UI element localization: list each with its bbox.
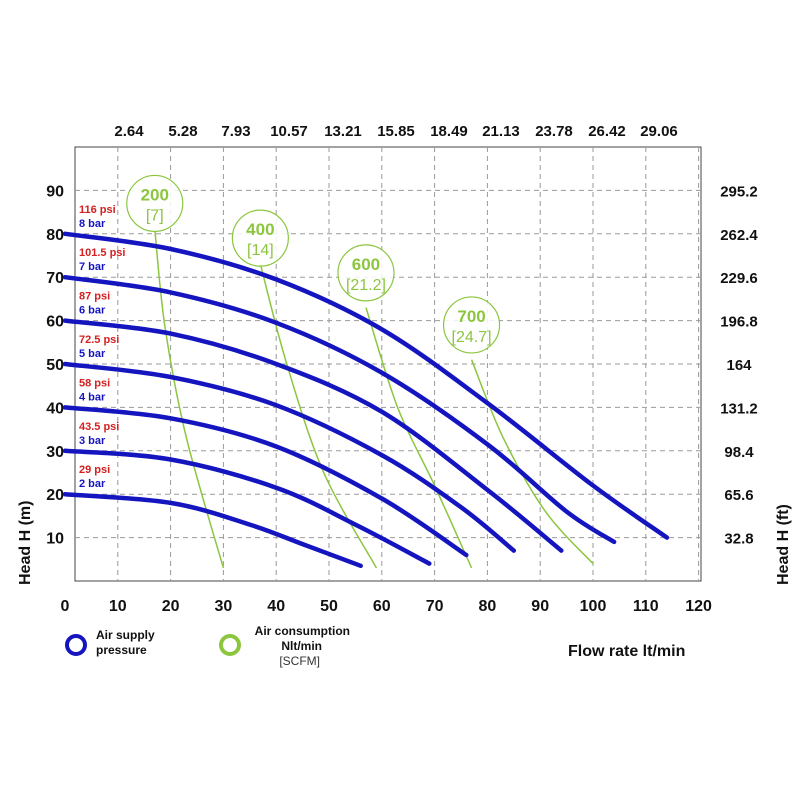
pressure-curve bbox=[62, 361, 517, 553]
x-tick-label: 60 bbox=[373, 598, 391, 615]
air-consumption-value: 700 bbox=[457, 307, 485, 326]
air-consumption-scfm: [21.2] bbox=[346, 277, 386, 294]
x-tick-label: 70 bbox=[426, 598, 444, 615]
right-tick-label: 295.2 bbox=[720, 183, 758, 200]
pressure-bar-label: 7 bar bbox=[79, 261, 106, 273]
air-consumption-scfm: [24.7] bbox=[452, 329, 492, 346]
pressure-psi-label: 116 psi bbox=[79, 204, 116, 216]
top-tick-label: 5.28 bbox=[168, 123, 197, 140]
pressure-curve-labels: 116 psi 8 bar 101.5 psi 7 bar 87 psi 6 bar 72.… bbox=[79, 204, 125, 490]
y-tick-label: 10 bbox=[46, 531, 64, 548]
y-axis-right-label: Head H (ft) bbox=[775, 504, 792, 585]
pressure-psi-label: 43.5 psi bbox=[79, 421, 119, 433]
right-tick-label: 98.4 bbox=[724, 444, 754, 461]
pressure-curves bbox=[62, 231, 670, 569]
top-tick-label: 18.49 bbox=[430, 123, 468, 140]
y-tick-label: 70 bbox=[46, 270, 64, 287]
y-axis-ticks: 10 20 30 40 50 60 70 80 90 bbox=[46, 183, 64, 547]
top-tick-label: 26.42 bbox=[588, 123, 626, 140]
x-tick-label: 120 bbox=[685, 598, 712, 615]
x-tick-label: 80 bbox=[479, 598, 497, 615]
y-tick-label: 90 bbox=[46, 183, 64, 200]
x-tick-label: 40 bbox=[267, 598, 285, 615]
pressure-psi-label: 87 psi bbox=[79, 291, 110, 303]
pressure-psi-label: 29 psi bbox=[79, 464, 110, 476]
x-tick-label: 10 bbox=[109, 598, 127, 615]
pressure-bar-label: 3 bar bbox=[79, 435, 106, 447]
y-tick-label: 30 bbox=[46, 444, 64, 461]
top-tick-label: 29.06 bbox=[640, 123, 678, 140]
y-tick-label: 40 bbox=[46, 400, 64, 417]
pressure-bar-label: 8 bar bbox=[79, 218, 106, 230]
air-consumption-value: 400 bbox=[246, 220, 274, 239]
air-consumption-value: 200 bbox=[141, 185, 169, 204]
x-tick-label: 110 bbox=[633, 598, 659, 615]
x-tick-label: 0 bbox=[61, 598, 70, 615]
pressure-curve bbox=[62, 274, 617, 545]
pressure-curve bbox=[62, 318, 564, 553]
y-tick-label: 80 bbox=[46, 227, 64, 244]
y-tick-label: 20 bbox=[46, 487, 64, 504]
right-tick-label: 229.6 bbox=[720, 270, 758, 287]
x-tick-label: 30 bbox=[215, 598, 233, 615]
x-tick-label: 50 bbox=[320, 598, 338, 615]
right-tick-label: 32.8 bbox=[724, 531, 753, 548]
legend-consumption-label-1: Air consumption bbox=[254, 624, 350, 638]
air-consumption-bubble bbox=[442, 296, 501, 354]
air-consumption-scfm: [7] bbox=[146, 207, 164, 224]
air-consumption-bubble bbox=[337, 244, 395, 302]
top-axis-ticks: 2.64 5.28 7.93 10.57 13.21 15.85 18.49 21.13 23.… bbox=[114, 123, 677, 140]
legend-supply-ring-icon bbox=[65, 634, 87, 656]
air-consumption-value: 600 bbox=[352, 255, 380, 274]
air-consumption-labels: 200 [7] 400 [14] 600 [21.2] 700 [24.7] bbox=[126, 174, 501, 354]
pressure-bar-label: 5 bar bbox=[79, 348, 106, 360]
pressure-psi-label: 58 psi bbox=[79, 377, 110, 389]
top-tick-label: 23.78 bbox=[535, 123, 573, 140]
x-axis-ticks: 0 10 20 30 40 50 60 70 80 90 100 110 120 bbox=[61, 598, 712, 615]
top-tick-label: 10.57 bbox=[270, 123, 308, 140]
pressure-psi-label: 72.5 psi bbox=[79, 334, 119, 346]
air-consumption-bubble bbox=[231, 209, 289, 267]
pressure-curve bbox=[62, 448, 432, 566]
plot-area bbox=[74, 146, 702, 582]
right-tick-label: 65.6 bbox=[724, 487, 753, 504]
top-tick-label: 13.21 bbox=[324, 123, 362, 140]
air-consumption-scfm: [14] bbox=[247, 242, 274, 259]
right-tick-label: 164 bbox=[726, 357, 752, 374]
right-axis-ticks: 32.8 65.6 98.4 131.2 164 196.8 229.6 262.4 295.2 bbox=[720, 183, 758, 547]
legend-consumption-label-3: [SCFM] bbox=[279, 654, 320, 668]
pressure-curve bbox=[62, 405, 469, 558]
y-tick-label: 50 bbox=[46, 357, 64, 374]
top-tick-label: 15.85 bbox=[377, 123, 415, 140]
y-tick-label: 60 bbox=[46, 314, 64, 331]
pressure-curve bbox=[62, 491, 363, 569]
pressure-bar-label: 6 bar bbox=[79, 305, 106, 317]
x-tick-label: 100 bbox=[580, 598, 607, 615]
air-consumption-bubble bbox=[126, 174, 184, 233]
top-tick-label: 2.64 bbox=[114, 123, 144, 140]
x-axis-label: Flow rate lt/min bbox=[568, 643, 686, 660]
legend-consumption-ring-icon bbox=[219, 634, 241, 656]
right-tick-label: 131.2 bbox=[720, 400, 758, 417]
legend-supply-label-2: pressure bbox=[96, 643, 147, 657]
legend-supply-label-1: Air supply bbox=[96, 628, 155, 642]
x-tick-label: 90 bbox=[531, 598, 549, 615]
pressure-bar-label: 4 bar bbox=[79, 391, 106, 403]
y-axis-left-label: Head H (m) bbox=[17, 501, 34, 585]
pressure-curve bbox=[62, 231, 670, 540]
x-tick-label: 20 bbox=[162, 598, 180, 615]
right-tick-label: 196.8 bbox=[720, 314, 758, 331]
top-tick-label: 21.13 bbox=[482, 123, 520, 140]
air-consumption-curve bbox=[365, 307, 473, 569]
legend-consumption-label-2: Nlt/min bbox=[281, 639, 322, 653]
top-tick-label: 7.93 bbox=[221, 123, 250, 140]
right-tick-label: 262.4 bbox=[720, 227, 758, 244]
pressure-bar-label: 2 bar bbox=[79, 478, 106, 490]
pressure-psi-label: 101.5 psi bbox=[79, 247, 125, 259]
